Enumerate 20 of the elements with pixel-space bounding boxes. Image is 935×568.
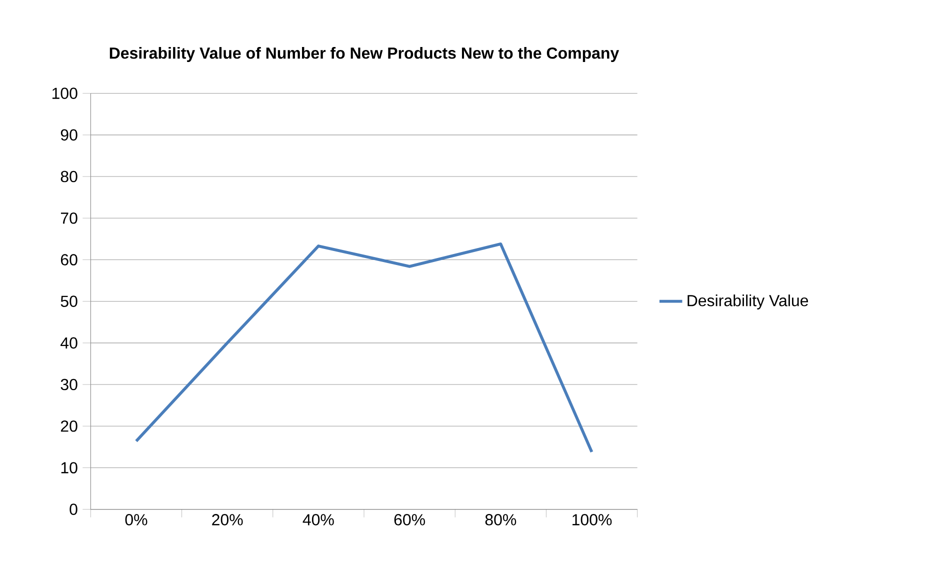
y-tick-label: 90	[60, 129, 78, 141]
x-tick-label: 100%	[572, 514, 612, 526]
legend-label: Desirability Value	[688, 294, 808, 310]
y-tick-label: 30	[60, 378, 78, 390]
y-tick-label: 80	[60, 170, 78, 182]
x-tick-label: 60%	[394, 514, 425, 526]
chart-title: Desirability Value of Number fo New Products New to the Company	[110, 47, 620, 62]
y-tick-label: 20	[60, 420, 78, 432]
x-tick-label: 0%	[125, 514, 148, 526]
x-tick-label: 40%	[302, 514, 334, 526]
y-tick-label: 50	[60, 296, 78, 307]
y-tick-label: 60	[60, 254, 78, 266]
y-tick-label: 100	[52, 88, 78, 99]
y-tick-label: 0	[70, 504, 78, 515]
y-tick-label: 10	[61, 462, 78, 474]
x-tick-label: 20%	[212, 514, 243, 526]
line-series	[134, 242, 594, 454]
x-tick-label: 80%	[485, 514, 516, 526]
y-tick-label: 40	[60, 337, 78, 349]
y-tick-label: 70	[60, 212, 78, 224]
